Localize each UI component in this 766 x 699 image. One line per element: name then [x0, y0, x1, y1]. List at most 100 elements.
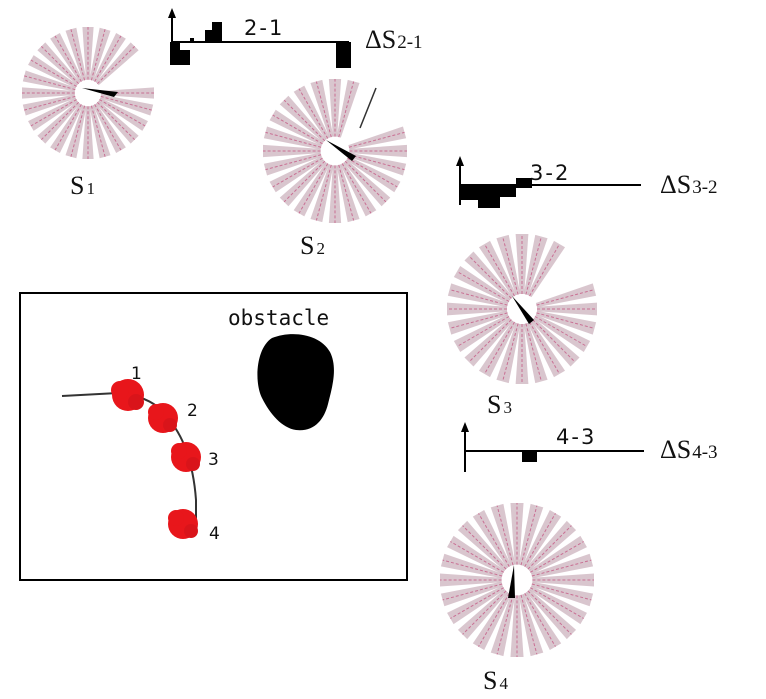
scan-ray-core — [265, 131, 322, 148]
scan-ray-core — [96, 101, 136, 141]
scan-ray-core — [529, 321, 560, 375]
scan-ray — [348, 152, 407, 176]
scan-ray-core — [315, 81, 332, 138]
scan-ray — [336, 164, 360, 223]
scan-ray-core — [530, 541, 584, 573]
scan-ray-core — [536, 289, 595, 306]
scan-ray-core — [283, 160, 326, 203]
scan-ray-core — [70, 29, 86, 81]
scan-ray — [328, 165, 342, 223]
scan-ray — [453, 265, 511, 304]
scan-ray-core — [442, 559, 503, 577]
scan-ray-core — [100, 95, 152, 111]
scan-ray — [535, 283, 597, 308]
scan-ray — [50, 103, 84, 153]
scan-ray — [496, 322, 521, 384]
scan-ray-core — [478, 513, 510, 567]
scan-ray-core — [502, 323, 519, 382]
robot-positions: 1 2 3 4 — [111, 364, 220, 544]
scan-ray-core — [283, 99, 326, 142]
scan-ray-core — [442, 583, 503, 601]
scan-ray — [95, 42, 139, 86]
robot-position-2: 2 — [148, 401, 198, 433]
scan-ray-core — [338, 81, 355, 138]
scan-ray — [65, 105, 87, 159]
scan-ray-core — [30, 99, 77, 127]
scan-s1-heading-arrow — [82, 88, 118, 97]
environment-map: obstacle 1 2 3 — [19, 292, 408, 581]
scan-ray — [65, 27, 87, 81]
scan-ray-core — [347, 157, 398, 188]
scan-ray — [263, 126, 322, 150]
diff-2-1-histogram — [170, 22, 222, 65]
scan-ray-core — [484, 321, 515, 375]
scan-ray — [535, 310, 597, 335]
scan-ray-core — [456, 271, 510, 302]
scan-ray-core — [338, 164, 355, 221]
scan-ray — [293, 162, 330, 217]
scan-ray-core — [520, 505, 538, 566]
diff-3-2-axis-arrow — [456, 156, 464, 166]
diff-4-3-delta-label: ΔS4-3 — [660, 435, 718, 464]
scan-ray-core — [468, 319, 512, 363]
scan-ray-core — [462, 525, 507, 570]
scan-ray-core — [530, 587, 584, 619]
scan-s2-heading-arrow — [326, 140, 356, 161]
diff-2-1-axis-arrow — [168, 8, 176, 18]
scan-s4-rays — [440, 503, 594, 657]
robot-position-4: 4 — [168, 509, 220, 544]
robot-position-3: 3 — [171, 442, 219, 472]
scan-ray — [28, 97, 78, 131]
scan-ray-core — [348, 154, 405, 171]
scan-ray — [263, 152, 322, 176]
scan-ray-core — [272, 157, 323, 188]
scan-ray-core — [468, 255, 512, 299]
scan-ray-core — [502, 236, 519, 295]
scan-ray-core — [344, 160, 387, 203]
scan-ray-core — [529, 243, 560, 297]
scan-ray — [28, 55, 78, 89]
scan-ray-core — [456, 316, 510, 347]
scan-ray-core — [40, 45, 80, 85]
robot-position-label-3: 3 — [208, 450, 219, 470]
scan-ray — [37, 42, 81, 86]
scan-ray — [89, 27, 111, 81]
scan-ray-core — [24, 95, 76, 111]
scan-ray — [478, 320, 517, 378]
scan-ray-core — [94, 104, 122, 151]
scan-ray-core — [24, 75, 76, 91]
diff-2-1-spike — [336, 42, 351, 68]
scan-s3-rays — [447, 234, 597, 384]
diff-4-3: 4-3 ΔS4-3 — [461, 422, 718, 472]
scan-ray — [328, 79, 342, 137]
scan-s2-gap-edge — [359, 87, 377, 129]
scan-ray-core — [450, 541, 504, 573]
scan-ray-core — [527, 525, 572, 570]
scan-ray-core — [94, 35, 122, 82]
scan-ray — [310, 164, 334, 223]
scan-s2-rays — [263, 79, 407, 223]
scan-ray-core — [265, 154, 322, 171]
scan-ray-core — [532, 319, 576, 363]
scan-ray — [269, 109, 324, 146]
diff-4-3-axis-arrow — [461, 422, 469, 432]
scan-ray-core — [298, 88, 329, 139]
scan-ray-core — [99, 99, 146, 127]
scan-ray-core — [54, 104, 82, 151]
diff-3-2-pair-label: 3-2 — [530, 161, 570, 185]
map-frame — [19, 292, 408, 581]
scan-ray-core — [298, 163, 329, 214]
diff-3-2-histogram — [460, 185, 516, 208]
scan-ray — [478, 240, 517, 298]
scan-ray — [92, 103, 126, 153]
scan-ray — [349, 144, 407, 158]
scan-ray-core — [534, 316, 588, 347]
scan-ray — [269, 156, 324, 193]
scan-ray — [346, 156, 401, 193]
